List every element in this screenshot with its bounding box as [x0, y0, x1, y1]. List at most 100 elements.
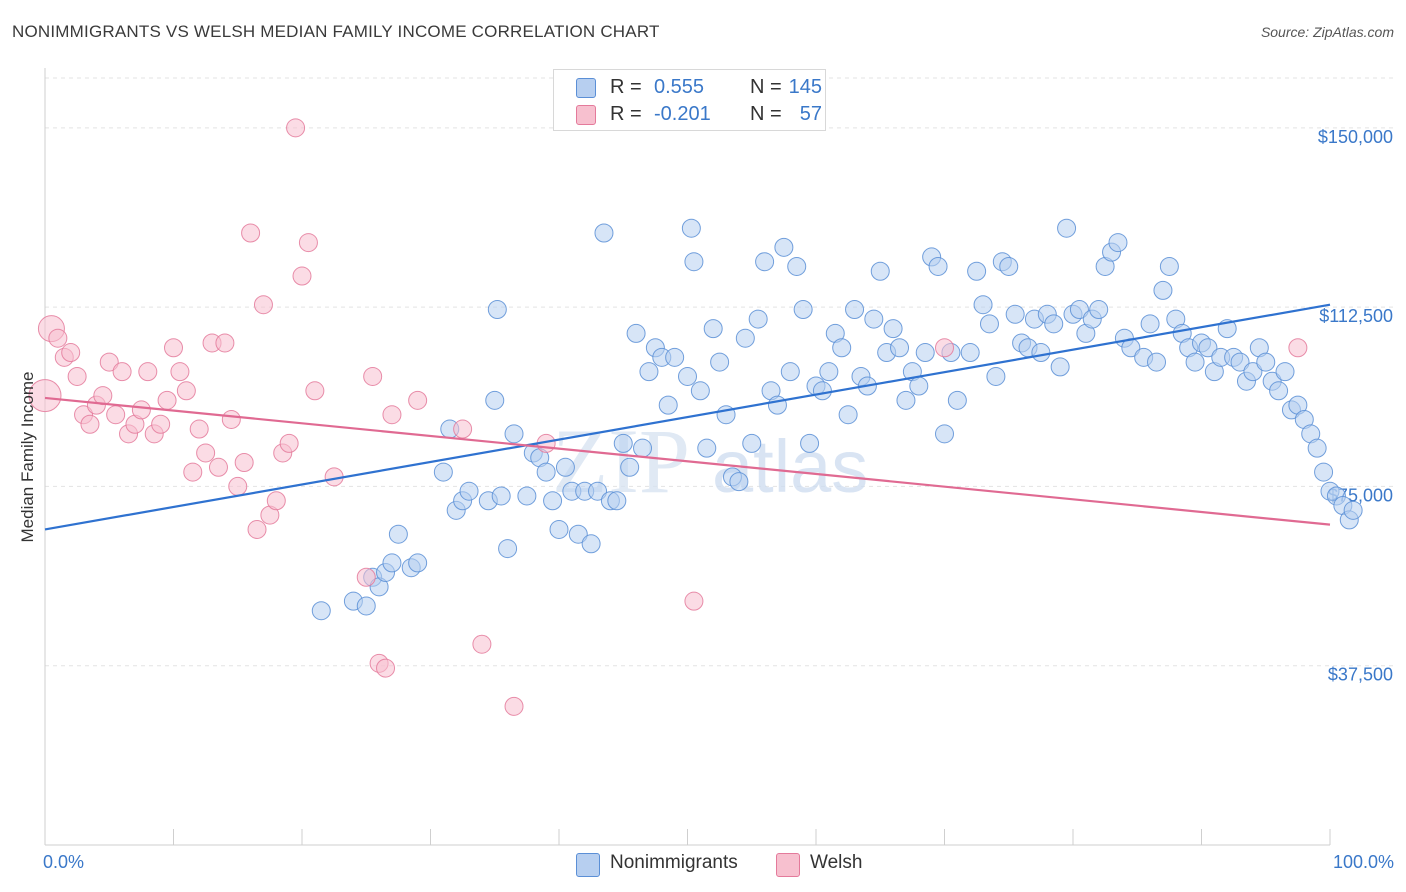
- scatter-point-nonimmigrants: [1230, 352, 1250, 372]
- grid-lines: [45, 77, 1394, 667]
- scatter-point-welsh: [356, 567, 376, 587]
- scatter-point-nonimmigrants: [536, 462, 556, 482]
- scatter-point-welsh: [196, 443, 216, 463]
- scatter-point-welsh: [164, 338, 183, 358]
- scatter-point-nonimmigrants: [960, 343, 980, 363]
- scatter-point-welsh: [183, 462, 203, 482]
- scatter-point-welsh: [28, 379, 62, 413]
- legend-n-label: N =: [750, 76, 782, 98]
- y-tick-label: $150,000: [1318, 127, 1393, 147]
- scatter-point-welsh: [453, 419, 473, 439]
- series-welsh-points: [28, 118, 1308, 716]
- legend-swatch-welsh: [576, 105, 596, 125]
- data-points: [28, 118, 1363, 716]
- legend-n-value: 145: [788, 76, 822, 98]
- scatter-point-nonimmigrants: [588, 481, 608, 501]
- scatter-point-welsh: [382, 405, 402, 425]
- scatter-point-welsh: [292, 266, 312, 286]
- y-tick-label: $112,500: [1319, 306, 1393, 326]
- scatter-point-nonimmigrants: [1343, 500, 1363, 520]
- scatter-point-nonimmigrants: [568, 524, 588, 544]
- scatter-point-welsh: [99, 352, 119, 372]
- scatter-point-nonimmigrants: [633, 438, 653, 458]
- legend-r-value: -0.201: [654, 103, 711, 125]
- scatter-point-welsh: [305, 381, 325, 401]
- scatter-point-nonimmigrants: [935, 424, 954, 444]
- scatter-point-nonimmigrants: [498, 539, 518, 559]
- y-axis-title: Median Family Income: [18, 371, 37, 542]
- scatter-point-nonimmigrants: [838, 405, 858, 425]
- axes: [44, 68, 1331, 846]
- scatter-point-nonimmigrants: [864, 309, 884, 329]
- scatter-point-welsh: [176, 381, 196, 401]
- scatter-point-welsh: [221, 409, 241, 429]
- scatter-point-welsh: [472, 634, 492, 654]
- scatter-point-nonimmigrants: [800, 433, 820, 453]
- scatter-point-welsh: [935, 338, 954, 358]
- series-swatch-welsh: [776, 853, 800, 877]
- scatter-point-welsh: [408, 390, 428, 410]
- scatter-point-nonimmigrants: [928, 256, 948, 276]
- scatter-point-nonimmigrants: [1243, 362, 1263, 382]
- scatter-point-nonimmigrants: [832, 338, 852, 358]
- scatter-point-nonimmigrants: [639, 362, 659, 382]
- scatter-point-nonimmigrants: [845, 300, 865, 319]
- legend-r-label: R =: [610, 76, 642, 98]
- scatter-point-nonimmigrants: [613, 433, 633, 453]
- scatter-point-nonimmigrants: [1044, 314, 1064, 334]
- scatter-point-nonimmigrants: [388, 524, 408, 544]
- scatter-point-nonimmigrants: [491, 486, 511, 506]
- series-label-welsh: Welsh: [810, 852, 863, 873]
- scatter-point-nonimmigrants: [735, 328, 755, 348]
- x-axis-label-left: 0.0%: [43, 852, 84, 872]
- legend-swatch-nonimmigrants: [576, 78, 596, 98]
- scatter-point-nonimmigrants: [684, 252, 704, 272]
- scatter-point-nonimmigrants: [408, 553, 428, 573]
- scatter-point-nonimmigrants: [890, 338, 910, 358]
- scatter-point-welsh: [298, 233, 318, 253]
- series-label-nonimmigrants: Nonimmigrants: [610, 852, 738, 873]
- legend-n-value: 57: [799, 103, 822, 125]
- scatter-point-nonimmigrants: [1089, 300, 1109, 319]
- scatter-point-nonimmigrants: [1057, 218, 1077, 238]
- scatter-point-welsh: [234, 453, 254, 472]
- legend-r-label: R =: [610, 103, 642, 125]
- scatter-point-welsh: [48, 328, 68, 348]
- scatter-point-nonimmigrants: [1031, 343, 1051, 363]
- scatter-point-nonimmigrants: [703, 319, 723, 339]
- scatter-point-nonimmigrants: [812, 381, 832, 401]
- scatter-point-nonimmigrants: [793, 300, 813, 319]
- scatter-point-nonimmigrants: [356, 596, 376, 616]
- scatter-point-nonimmigrants: [485, 390, 505, 410]
- scatter-point-nonimmigrants: [504, 424, 524, 444]
- scatter-point-nonimmigrants: [896, 390, 916, 410]
- scatter-point-welsh: [61, 343, 81, 363]
- scatter-point-nonimmigrants: [690, 381, 710, 401]
- scatter-point-nonimmigrants: [555, 457, 575, 477]
- scatter-point-nonimmigrants: [678, 366, 697, 386]
- scatter-point-nonimmigrants: [607, 491, 627, 511]
- scatter-point-welsh: [684, 591, 704, 611]
- scatter-point-welsh: [131, 400, 151, 420]
- scatter-point-welsh: [253, 295, 273, 315]
- scatter-point-nonimmigrants: [748, 309, 768, 329]
- scatter-point-nonimmigrants: [767, 395, 787, 415]
- scatter-point-nonimmigrants: [787, 256, 807, 276]
- scatter-point-nonimmigrants: [973, 295, 993, 315]
- x-axis-label-right: 100.0%: [1333, 852, 1394, 872]
- scatter-point-nonimmigrants: [883, 319, 903, 339]
- scatter-point-nonimmigrants: [1185, 352, 1205, 372]
- y-tick-label: $37,500: [1328, 665, 1393, 685]
- scatter-point-nonimmigrants: [681, 218, 701, 238]
- scatter-point-nonimmigrants: [626, 323, 646, 343]
- scatter-point-nonimmigrants: [1153, 280, 1173, 300]
- scatter-point-nonimmigrants: [1269, 381, 1289, 401]
- trend-line-welsh: [44, 396, 1331, 526]
- scatter-point-welsh: [286, 118, 306, 138]
- scatter-point-welsh: [247, 519, 267, 539]
- scatter-point-nonimmigrants: [594, 223, 614, 243]
- scatter-point-welsh: [189, 419, 209, 439]
- scatter-point-nonimmigrants: [1005, 304, 1025, 324]
- scatter-point-nonimmigrants: [1159, 256, 1179, 276]
- scatter-point-welsh: [112, 362, 132, 382]
